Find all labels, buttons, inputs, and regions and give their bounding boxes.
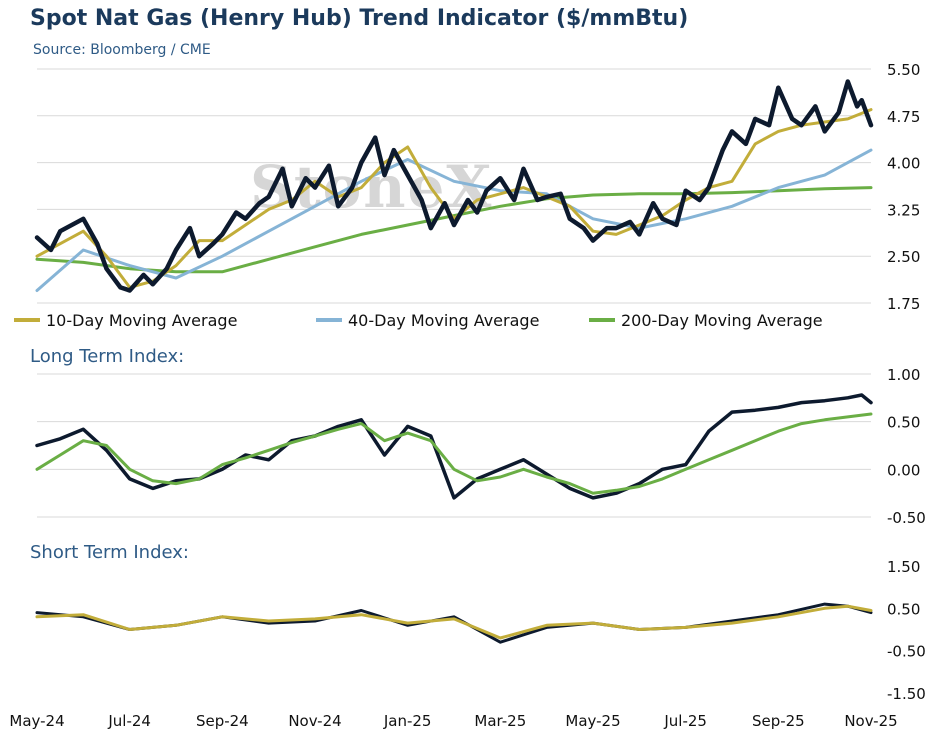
y-tick-label: -0.50: [887, 643, 926, 661]
legend-label: 40-Day Moving Average: [348, 311, 539, 330]
y-tick-label: 1.50: [887, 558, 920, 576]
y-tick-label: 0.00: [887, 461, 920, 479]
x-tick-label: Jul-24: [107, 712, 151, 730]
chart-title: Spot Nat Gas (Henry Hub) Trend Indicator…: [30, 6, 689, 31]
x-tick-label: May-25: [565, 712, 620, 730]
short-term-index-label: Short Term Index:: [30, 542, 189, 563]
y-tick-label: 0.50: [887, 414, 920, 432]
x-tick-label: May-24: [9, 712, 64, 730]
panel2-series-1-line: [35, 604, 873, 640]
40-day-moving-average-line: [35, 148, 873, 292]
y-tick-label: -0.50: [887, 509, 926, 527]
y-tick-label: 5.50: [887, 61, 920, 79]
panel1-series-1-line: [35, 412, 873, 495]
legend-label: 200-Day Moving Average: [621, 311, 823, 330]
y-tick-label: -1.50: [887, 685, 926, 703]
x-tick-label: Jan-25: [383, 712, 432, 730]
panel2-series-0-line: [35, 602, 873, 644]
legend-label: 10-Day Moving Average: [46, 311, 237, 330]
x-tick-label: Nov-24: [288, 712, 341, 730]
source-note: Source: Bloomberg / CME: [33, 42, 211, 58]
y-tick-label: 1.00: [887, 366, 920, 384]
x-tick-label: Mar-25: [474, 712, 526, 730]
x-tick-label: Jul-25: [663, 712, 707, 730]
x-tick-label: Nov-25: [844, 712, 897, 730]
10-day-moving-average-line: [35, 108, 873, 289]
x-tick-label: Sep-24: [196, 712, 249, 730]
200-day-moving-average-line: [35, 186, 873, 274]
y-tick-label: 3.25: [887, 201, 920, 219]
long-term-index-label: Long Term Index:: [30, 346, 184, 367]
y-tick-label: 4.75: [887, 108, 920, 126]
panel1-series-0-line: [35, 393, 873, 500]
y-tick-label: 0.50: [887, 600, 920, 618]
x-tick-label: Sep-25: [752, 712, 805, 730]
spot-line: [34, 79, 874, 293]
y-tick-label: 4.00: [887, 155, 920, 173]
y-tick-label: 2.50: [887, 248, 920, 266]
y-tick-label: 1.75: [887, 295, 920, 313]
